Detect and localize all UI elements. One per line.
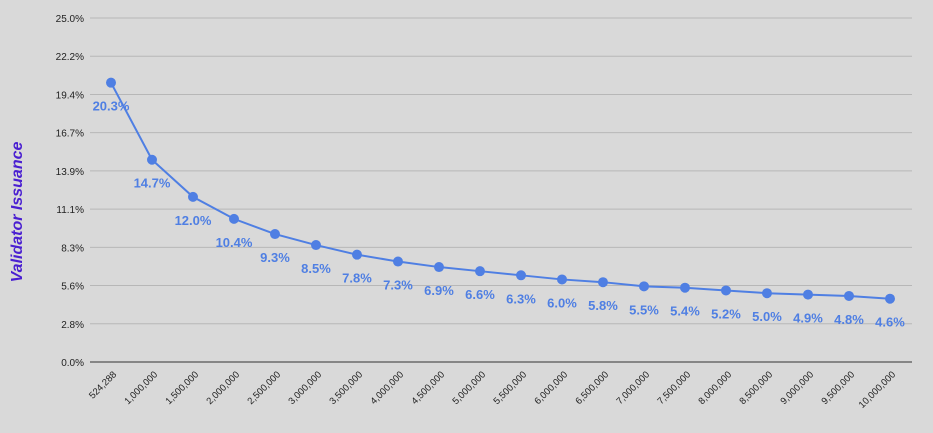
data-label: 6.0% <box>547 295 577 310</box>
data-label: 5.8% <box>588 298 618 313</box>
x-tick-label: 8,500,000 <box>737 369 775 407</box>
x-tick-label: 524,288 <box>87 369 119 401</box>
x-tick-label: 9,500,000 <box>819 369 857 407</box>
x-axis-ticks: 524,288 1,000,000 1,500,000 2,000,000 2,500,… <box>87 369 898 410</box>
x-tick-label: 2,500,000 <box>245 369 283 407</box>
data-label: 8.5% <box>301 261 331 276</box>
data-label: 9.3% <box>260 250 290 265</box>
y-tick-label: 19.4% <box>56 90 84 101</box>
y-axis-ticks: 0.0% 2.8% 5.6% 8.3% 11.1% 13.9% 16.7% 19.4% 22.2… <box>56 14 84 369</box>
y-axis-title: Validator Issuance <box>9 142 26 283</box>
data-point <box>516 270 526 281</box>
y-tick-label: 25.0% <box>56 14 84 25</box>
data-label: 4.6% <box>875 315 905 330</box>
y-tick-label: 8.3% <box>61 243 84 254</box>
data-point <box>352 249 362 260</box>
data-label: 6.3% <box>506 291 536 306</box>
data-label: 6.9% <box>424 283 454 298</box>
data-point <box>557 274 567 285</box>
data-label: 5.4% <box>670 304 700 319</box>
y-tick-label: 16.7% <box>56 129 84 140</box>
data-label: 10.4% <box>216 235 253 250</box>
data-point <box>885 293 895 304</box>
x-tick-label: 9,000,000 <box>778 369 816 407</box>
x-tick-label: 7,500,000 <box>655 369 693 407</box>
data-label: 4.9% <box>793 311 823 326</box>
data-label: 5.0% <box>752 309 782 324</box>
data-point <box>147 154 157 165</box>
data-point <box>680 282 690 293</box>
x-tick-label: 4,500,000 <box>409 369 447 407</box>
data-point <box>393 256 403 267</box>
x-tick-label: 7,000,000 <box>614 369 652 407</box>
series-line <box>110 82 891 300</box>
data-point <box>311 240 321 251</box>
y-tick-label: 22.2% <box>56 52 84 63</box>
data-point <box>188 191 198 202</box>
y-tick-label: 2.8% <box>61 320 84 331</box>
y-tick-label: 11.1% <box>56 205 84 216</box>
data-label: 12.0% <box>175 213 212 228</box>
gridlines <box>90 17 912 363</box>
x-tick-label: 8,000,000 <box>696 369 734 407</box>
x-tick-label: 1,500,000 <box>163 369 201 407</box>
data-point <box>106 77 116 88</box>
data-labels: 20.3% 14.7% 12.0% 10.4% 9.3% 8.5% 7.8% 7.3% 6.9%… <box>93 99 906 330</box>
x-tick-label: 4,000,000 <box>368 369 406 407</box>
x-tick-label: 5,500,000 <box>491 369 529 407</box>
data-label: 5.5% <box>629 302 659 317</box>
y-tick-label: 5.6% <box>61 282 84 293</box>
data-point <box>844 290 854 301</box>
data-point <box>475 266 485 277</box>
x-tick-label: 10,000,000 <box>857 369 898 410</box>
data-label: 20.3% <box>93 99 130 114</box>
data-point <box>434 262 444 273</box>
data-label: 5.2% <box>711 306 741 321</box>
data-point <box>803 289 813 300</box>
data-point <box>721 285 731 296</box>
data-points <box>106 77 895 304</box>
x-tick-label: 1,000,000 <box>122 369 160 407</box>
data-point <box>598 277 608 288</box>
data-point <box>229 213 239 224</box>
x-tick-label: 3,500,000 <box>327 369 365 407</box>
y-tick-label: 0.0% <box>61 358 84 369</box>
data-point <box>639 281 649 292</box>
x-tick-label: 2,000,000 <box>204 369 242 407</box>
x-tick-label: 3,000,000 <box>286 369 324 407</box>
data-label: 14.7% <box>134 176 171 191</box>
x-tick-label: 6,500,000 <box>573 369 611 407</box>
data-label: 7.8% <box>342 271 372 286</box>
data-label: 7.3% <box>383 278 413 293</box>
data-label: 6.6% <box>465 287 495 302</box>
data-point <box>762 288 772 299</box>
y-tick-label: 13.9% <box>56 167 84 178</box>
x-tick-label: 5,000,000 <box>450 369 488 407</box>
data-point <box>270 229 280 240</box>
x-tick-label: 6,000,000 <box>532 369 570 407</box>
data-label: 4.8% <box>834 312 864 327</box>
